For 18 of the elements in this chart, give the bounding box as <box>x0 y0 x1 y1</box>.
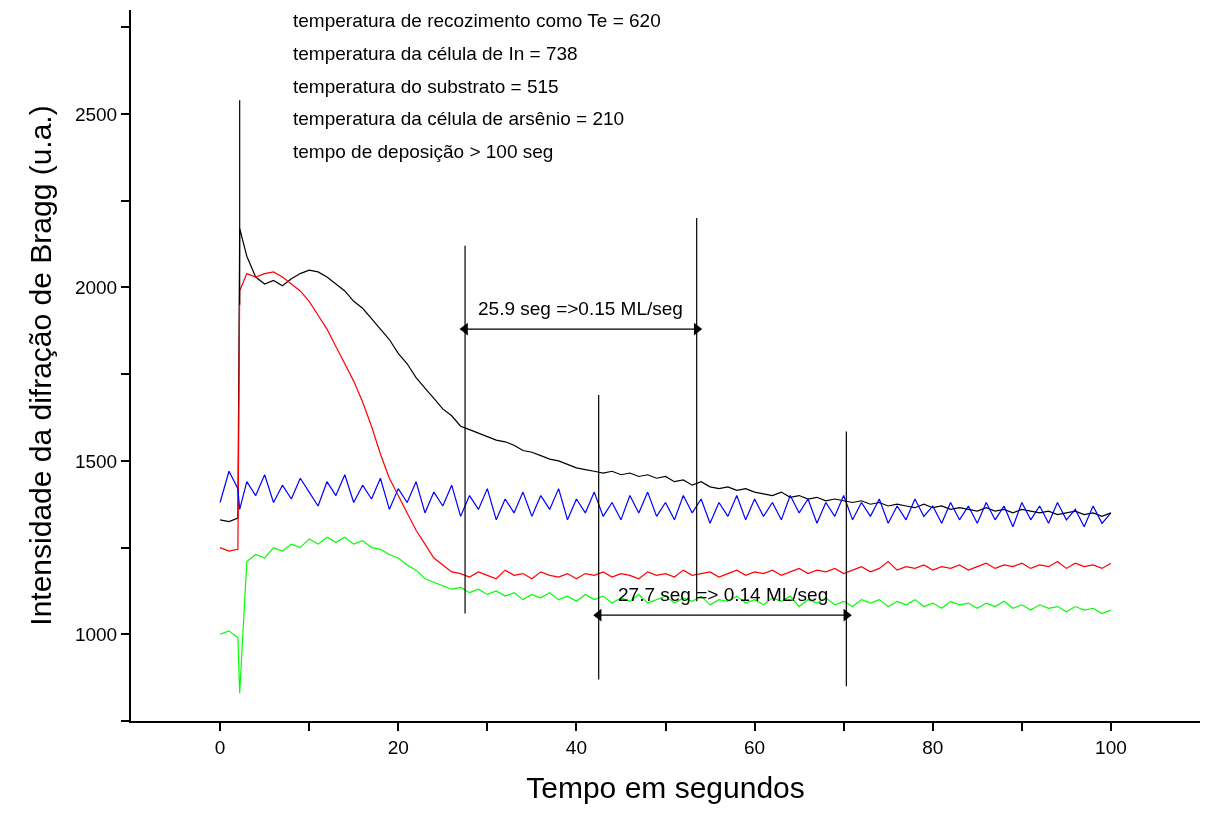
y-tick-label: 1000 <box>74 623 118 645</box>
annotation: temperatura do substrato = 515 <box>293 76 559 97</box>
x-tick-label: 60 <box>744 736 766 758</box>
x-tick-label: 80 <box>922 736 944 758</box>
annotation: temperatura de recozimento como Te = 620 <box>293 10 661 31</box>
y-tick-label: 2000 <box>74 277 118 299</box>
x-tick-label: 0 <box>214 736 226 758</box>
y-axis-title: Intensidade da difração de Bragg (u.a.) <box>24 105 58 626</box>
x-tick-label: 20 <box>387 736 409 758</box>
annotation: temperatura da célula de arsênio = 210 <box>293 108 625 129</box>
x-axis-title: Tempo em segundos <box>526 770 805 804</box>
annotation: temperatura da célula de In = 738 <box>293 43 578 64</box>
y-tick-label: 2500 <box>74 103 118 125</box>
annotation: tempo de deposição > 100 seg <box>293 141 554 162</box>
x-tick-label: 100 <box>1095 736 1127 758</box>
x-tick-label: 40 <box>565 736 587 758</box>
annotation: 25.9 seg =>0.15 ML/seg <box>478 298 683 319</box>
y-tick-label: 1500 <box>74 450 118 472</box>
